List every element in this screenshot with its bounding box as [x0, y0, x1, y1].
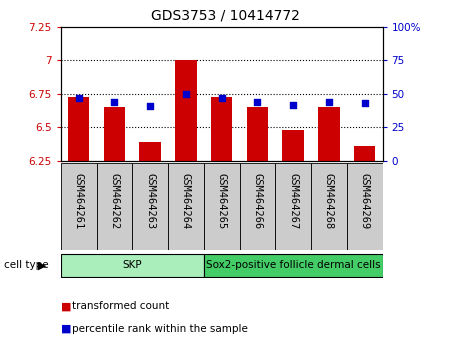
Point	[111, 99, 118, 105]
Bar	[204, 254, 382, 276]
Text: GSM464264: GSM464264	[181, 173, 191, 229]
Text: GSM464268: GSM464268	[324, 173, 334, 229]
Text: ■: ■	[61, 324, 71, 333]
Point	[147, 103, 154, 109]
Text: GSM464262: GSM464262	[109, 173, 119, 229]
Point	[361, 101, 368, 106]
Text: GSM464261: GSM464261	[74, 173, 84, 229]
Bar	[347, 163, 382, 250]
Text: ▶: ▶	[38, 260, 46, 270]
Text: GSM464266: GSM464266	[252, 173, 262, 229]
Bar	[204, 163, 239, 250]
Bar	[61, 254, 204, 276]
Text: transformed count: transformed count	[72, 301, 169, 311]
Bar	[211, 97, 232, 161]
Bar	[140, 142, 161, 161]
Text: GSM464269: GSM464269	[360, 173, 369, 229]
Bar	[61, 163, 96, 250]
Bar	[354, 146, 375, 161]
Bar	[132, 163, 168, 250]
Text: GSM464263: GSM464263	[145, 173, 155, 229]
Point	[75, 95, 82, 101]
Text: Sox2-positive follicle dermal cells: Sox2-positive follicle dermal cells	[206, 260, 380, 270]
Bar	[239, 163, 275, 250]
Point	[218, 95, 225, 101]
Point	[289, 102, 297, 107]
Bar	[311, 163, 347, 250]
Bar	[247, 107, 268, 161]
Bar	[275, 163, 311, 250]
Bar	[283, 130, 304, 161]
Bar	[168, 163, 204, 250]
Text: ■: ■	[61, 301, 71, 311]
Bar	[175, 60, 197, 161]
Bar	[318, 107, 340, 161]
Text: SKP: SKP	[122, 260, 142, 270]
Text: GSM464265: GSM464265	[216, 173, 227, 229]
Text: GSM464267: GSM464267	[288, 173, 298, 229]
Text: GDS3753 / 10414772: GDS3753 / 10414772	[151, 9, 299, 23]
Point	[182, 91, 189, 97]
Point	[254, 99, 261, 105]
Text: percentile rank within the sample: percentile rank within the sample	[72, 324, 248, 333]
Bar	[104, 107, 125, 161]
Text: cell type: cell type	[4, 260, 49, 270]
Bar	[68, 97, 90, 161]
Point	[325, 99, 333, 105]
Bar	[96, 163, 132, 250]
